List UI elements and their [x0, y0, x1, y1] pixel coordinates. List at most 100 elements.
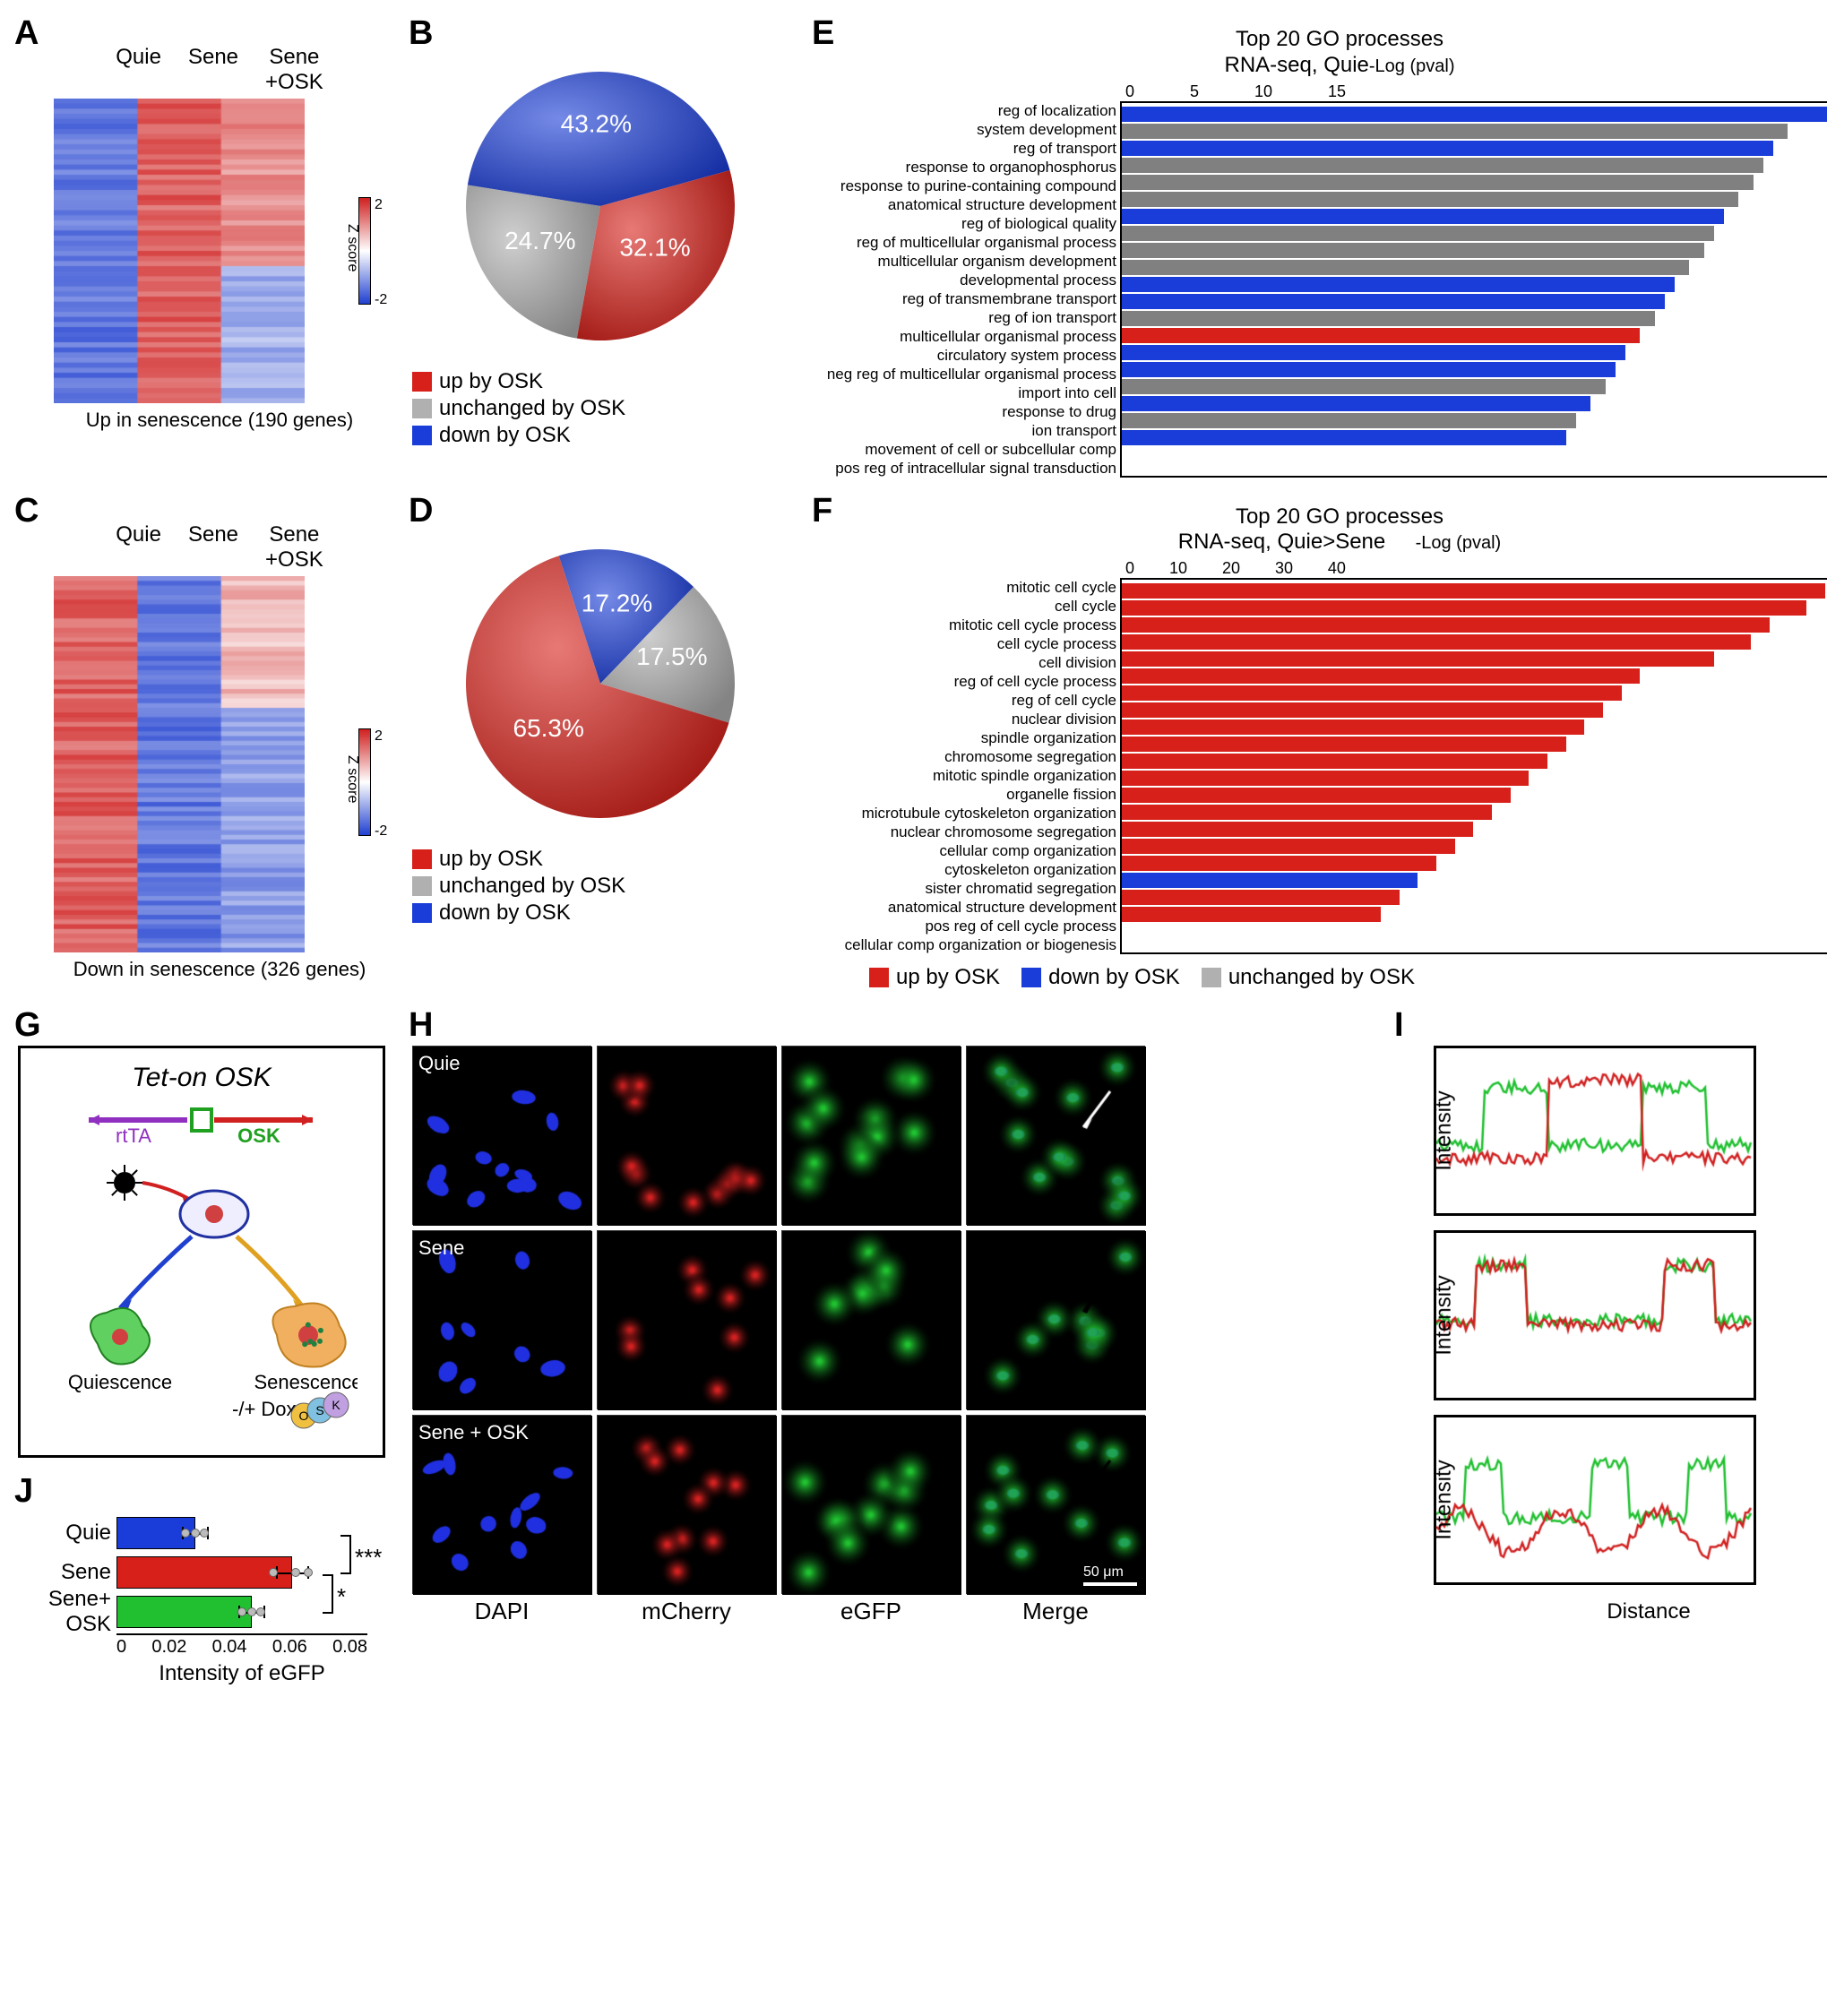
legend-item: up by OSK: [869, 965, 1000, 990]
go-label: microtubule cytoskeleton organization: [815, 804, 1116, 823]
microscopy-row-label: Quie: [418, 1052, 460, 1075]
intensity-plot: Intensity: [1434, 1230, 1756, 1400]
microscopy-col-labels: DAPImCherryeGFPMerge: [412, 1594, 1371, 1625]
go-label: system development: [815, 120, 1116, 139]
microscopy-image: [966, 1046, 1145, 1225]
legend-label: unchanged by OSK: [439, 396, 625, 421]
svg-text:Senescence: Senescence: [254, 1371, 358, 1393]
axis-tick: 0: [116, 1637, 126, 1658]
microscopy-image: 50 μm: [966, 1415, 1145, 1594]
axis-tick: 0.08: [332, 1637, 367, 1658]
svg-text:43.2%: 43.2%: [561, 110, 632, 138]
go-label: movement of cell or subcellular comp: [815, 440, 1116, 459]
go-bar: [1122, 685, 1622, 701]
go-label: cell cycle process: [815, 634, 1116, 653]
go-tick: 0: [1125, 559, 1134, 578]
go-tick: 15: [1328, 82, 1346, 101]
go-label: neg reg of multicellular organismal proc…: [815, 365, 1116, 383]
go-bar: [1122, 873, 1418, 888]
pie-B: 43.2%32.1%24.7%: [448, 54, 753, 358]
go-title: Top 20 GO processesRNA-seq, Quie-Log (pv…: [815, 27, 1827, 79]
svg-text:Quiescence: Quiescence: [68, 1371, 172, 1393]
go-bar: [1122, 617, 1770, 633]
cb-max: 2: [375, 197, 387, 213]
svg-text:rtTA: rtTA: [116, 1124, 151, 1147]
go-bar: [1122, 260, 1689, 275]
microscopy-grid: QuieSeneSene + OSK50 μm: [412, 1046, 1371, 1594]
legend-swatch: [1021, 968, 1041, 987]
panel-G: G Tet-on OSK rtTAOSKQuiescenceSenescence…: [18, 1010, 385, 1686]
svg-text:32.1%: 32.1%: [619, 234, 690, 262]
go-label: import into cell: [815, 383, 1116, 402]
legend-swatch: [412, 903, 432, 923]
pie-D: 17.2% 17.5% 65.3%: [448, 531, 753, 836]
panel-I-label: I: [1394, 1006, 1404, 1045]
data-point: [200, 1529, 209, 1538]
heatmap-col: Sene +OSK: [265, 522, 323, 573]
microscopy-image: [781, 1415, 961, 1594]
heatmap-A: [54, 99, 305, 403]
svg-text:65.3%: 65.3%: [513, 713, 584, 741]
go-bar: [1122, 890, 1400, 905]
panel-B: B 43.2%32.1%24.7% up by OSKunchanged by …: [412, 18, 789, 478]
legend-swatch: [412, 849, 432, 869]
legend-label: down by OSK: [439, 900, 571, 926]
heatmap-col: Sene: [188, 522, 238, 573]
go-label: cellular comp organization or biogenesis: [815, 935, 1116, 954]
go-label: cellular comp organization: [815, 841, 1116, 860]
go-label: ion transport: [815, 421, 1116, 440]
go-title: Top 20 GO processesRNA-seq, Quie>Sene -L…: [815, 504, 1827, 556]
go-bar: [1122, 839, 1455, 854]
go-label: chromosome segregation: [815, 747, 1116, 766]
go-label: sister chromatid segregation: [815, 879, 1116, 898]
go-bar: [1122, 856, 1436, 871]
panel-H: H QuieSeneSene + OSK50 μm DAPImCherryeGF…: [412, 1010, 1371, 1686]
go-bar: [1122, 651, 1714, 667]
pie-D-legend: up by OSKunchanged by OSKdown by OSK: [412, 847, 789, 926]
go-label: pos reg of intracellular signal transduc…: [815, 459, 1116, 478]
go-bar: [1122, 243, 1704, 258]
go-bar: [1122, 788, 1511, 803]
svg-text:17.2%: 17.2%: [582, 589, 652, 616]
go-bar: [1122, 822, 1473, 837]
cb-label: Z score: [344, 755, 360, 803]
go-bar: [1122, 719, 1584, 735]
intensity-xlabel: Distance: [1434, 1599, 1827, 1624]
go-tick: 20: [1222, 559, 1240, 578]
go-bar: [1122, 107, 1827, 122]
microscopy-col-label: mCherry: [597, 1598, 776, 1625]
go-label: pos reg of cell cycle process: [815, 917, 1116, 935]
legend-swatch: [412, 372, 432, 392]
go-label: nuclear division: [815, 710, 1116, 728]
go-bar: [1122, 737, 1566, 752]
go-bar: [1122, 345, 1625, 360]
go-label: mitotic cell cycle process: [815, 616, 1116, 634]
cb-label: Z score: [344, 224, 360, 271]
microscopy-image: Sene: [412, 1230, 591, 1409]
legend-swatch: [412, 426, 432, 445]
intensity-ylabel: Intensity: [1432, 1090, 1457, 1170]
svg-text:S: S: [315, 1403, 323, 1417]
microscopy-image: Quie: [412, 1046, 591, 1225]
microscopy-image: [781, 1046, 961, 1225]
go-bar: [1122, 413, 1576, 428]
legend-label: up by OSK: [896, 965, 1000, 990]
legend-label: down by OSK: [439, 423, 571, 448]
go-label: multicellular organism development: [815, 252, 1116, 271]
go-bar: [1122, 668, 1640, 684]
microscopy-row-label: Sene: [418, 1236, 464, 1260]
go-bar: [1122, 583, 1825, 599]
panel-C-label: C: [14, 492, 39, 530]
legend-label: up by OSK: [439, 847, 543, 872]
cb-max: 2: [375, 728, 387, 745]
microscopy-col-label: Merge: [966, 1598, 1145, 1625]
go-bar: [1122, 192, 1738, 207]
intensity-plot: Intensity: [1434, 1046, 1756, 1216]
svg-text:17.5%: 17.5%: [636, 642, 707, 670]
axis-tick: 0.04: [212, 1637, 247, 1658]
go-label: anatomical structure development: [815, 898, 1116, 917]
go-bar: [1122, 328, 1640, 343]
legend-item: down by OSK: [1021, 965, 1180, 990]
data-point: [181, 1529, 190, 1538]
colorbar-C: 2-2 Z score: [358, 728, 394, 836]
